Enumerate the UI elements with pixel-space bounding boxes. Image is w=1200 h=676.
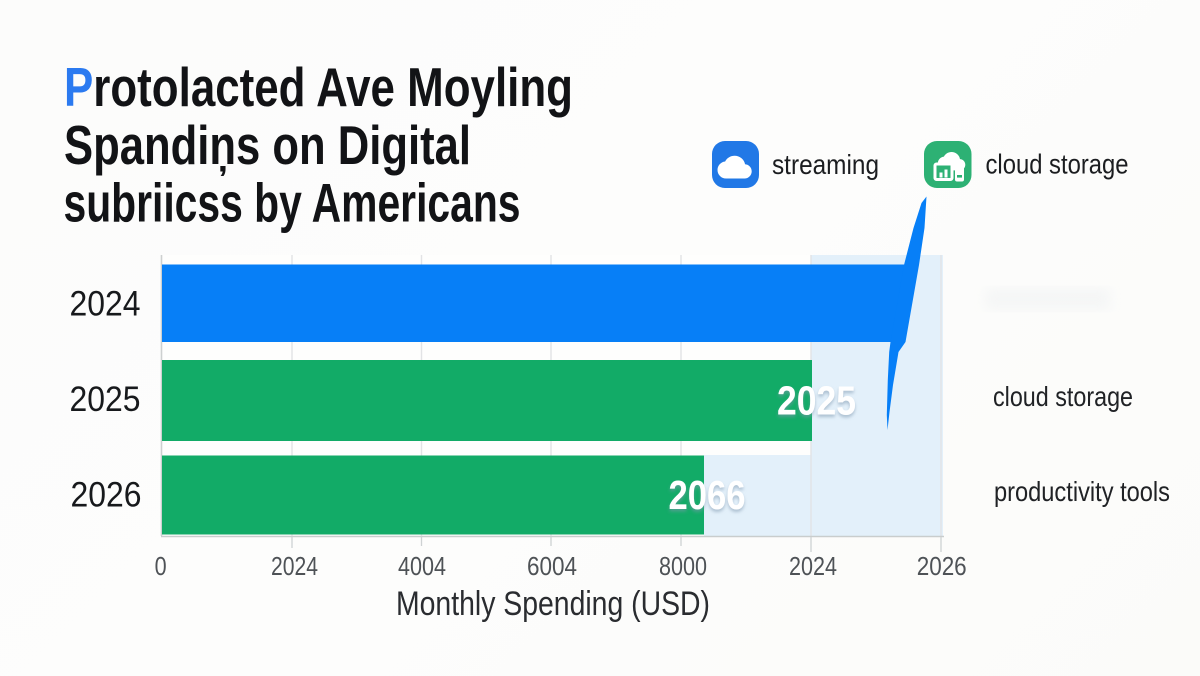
svg-text:0: 0 xyxy=(155,551,167,581)
svg-text:2026: 2026 xyxy=(917,551,967,581)
svg-text:Monthly Spending (USD): Monthly Spending (USD) xyxy=(396,585,710,623)
svg-text:cloud storage: cloud storage xyxy=(993,381,1133,412)
svg-text:2025: 2025 xyxy=(777,378,856,424)
svg-text:6004: 6004 xyxy=(527,551,577,581)
svg-text:2024: 2024 xyxy=(70,285,141,324)
svg-text:Protolacted Ave Moyling: Protolacted Ave Moyling xyxy=(64,56,573,118)
svg-text:subriicss by Americans: subriicss by Americans xyxy=(64,172,521,234)
svg-text:2026: 2026 xyxy=(71,476,142,515)
svg-text:4004: 4004 xyxy=(398,551,446,581)
svg-text:2024: 2024 xyxy=(789,551,837,581)
svg-text:cloud storage: cloud storage xyxy=(986,149,1129,180)
svg-text:streaming: streaming xyxy=(772,149,879,180)
svg-text:2025: 2025 xyxy=(70,380,141,419)
svg-text:8000: 8000 xyxy=(659,551,707,581)
svg-text:2024: 2024 xyxy=(271,551,318,581)
svg-text:2066: 2066 xyxy=(669,472,746,518)
svg-text:Spandiņs on Digital: Spandiņs on Digital xyxy=(64,114,471,177)
svg-text:productivity tools: productivity tools xyxy=(994,476,1170,507)
